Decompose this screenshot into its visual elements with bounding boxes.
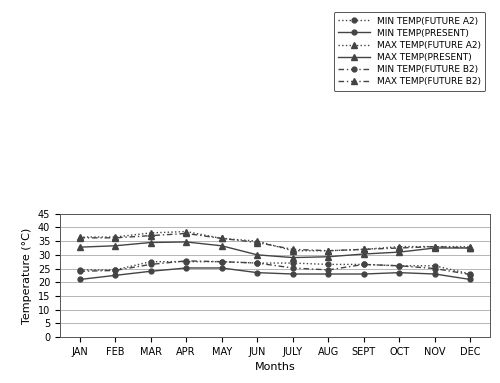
Y-axis label: Temperature (°C): Temperature (°C) bbox=[22, 227, 32, 324]
Legend: MIN TEMP(FUTURE A2), MIN TEMP(PRESENT), MAX TEMP(FUTURE A2), MAX TEMP(PRESENT), : MIN TEMP(FUTURE A2), MIN TEMP(PRESENT), … bbox=[334, 12, 486, 91]
X-axis label: Months: Months bbox=[254, 362, 296, 372]
